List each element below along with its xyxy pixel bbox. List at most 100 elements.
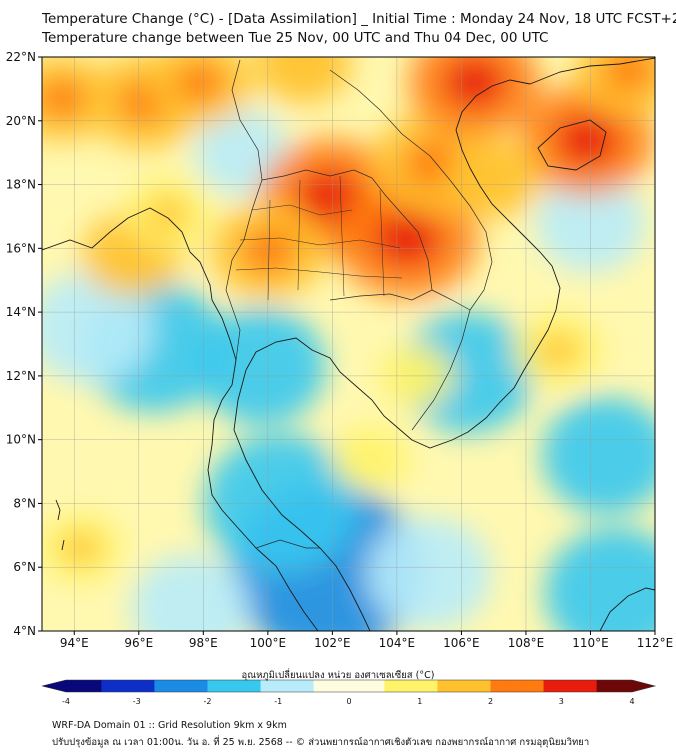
border-thailand-laos xyxy=(261,169,433,291)
colorbar-bin xyxy=(172,680,191,692)
colorbar-tick-label: 4 xyxy=(629,697,634,706)
colorbar-tick-label: 0 xyxy=(346,697,351,706)
colorbar-bin xyxy=(366,680,385,692)
colorbar-bin xyxy=(313,680,332,692)
colorbar-bin xyxy=(260,680,279,692)
map-frame xyxy=(41,56,656,632)
warm-spot-core xyxy=(147,196,189,230)
colorbar-bin xyxy=(331,680,350,692)
lat-tick-label: 8°N xyxy=(13,496,36,510)
provinces-thailand xyxy=(235,175,403,301)
lat-tick-label: 10°N xyxy=(6,433,36,447)
colorbar-bin xyxy=(189,680,208,692)
lon-tick-label: 112°E xyxy=(637,636,674,650)
colorbar: -4 -3 -2 -1 0 1 2 3 4 xyxy=(41,679,657,706)
warm-spot-core xyxy=(352,443,390,474)
lon-tick-label: 94°E xyxy=(60,636,89,650)
colorbar-bin xyxy=(525,680,544,692)
map-field xyxy=(42,57,655,631)
coast-borneo xyxy=(599,587,655,631)
colorbar-extend-high xyxy=(632,680,655,692)
cool-spot xyxy=(42,271,153,385)
colorbar-bin xyxy=(136,680,155,692)
colorbar-bin xyxy=(83,680,102,692)
warm-spot-core xyxy=(61,532,101,565)
coastlines xyxy=(42,57,655,631)
warm-spot-core xyxy=(444,57,505,108)
colorbar-bin xyxy=(207,680,226,692)
gridlines xyxy=(42,57,655,631)
warm-spot-core xyxy=(175,62,225,103)
lat-tick-label: 18°N xyxy=(6,178,36,192)
colorbar-bin xyxy=(402,680,421,692)
colorbar-tick-label: -1 xyxy=(274,697,282,706)
colorbar-bin xyxy=(225,680,244,692)
colorbar-tick-label: -2 xyxy=(204,697,212,706)
lon-tick-label: 106°E xyxy=(443,636,480,650)
colorbar-bin xyxy=(66,680,85,692)
cool-spot xyxy=(196,307,326,425)
border-cambodia-vietnam xyxy=(411,289,471,431)
warm-spot-core xyxy=(280,57,327,83)
coast-west xyxy=(42,207,237,511)
lon-tick-label: 110°E xyxy=(572,636,609,650)
lat-tick-label: 6°N xyxy=(13,560,36,574)
cool-spot xyxy=(130,554,251,631)
border-thai-cambodia xyxy=(329,289,433,301)
latitude-axis: 22°N 20°N 18°N 16°N 14°N 12°N 10°N 8°N 6°N 4°N xyxy=(6,50,42,638)
colorbar-bin xyxy=(508,680,527,692)
colorbar-bin xyxy=(384,680,403,692)
longitude-axis: 94°E 96°E 98°E 100°E 102°E 104°E 106°E 108°E 110… xyxy=(60,631,673,650)
lat-tick-label: 22°N xyxy=(6,50,36,64)
colorbar-bin xyxy=(455,680,474,692)
lat-tick-label: 14°N xyxy=(6,305,36,319)
update-credit: ปรับปรุงข้อมูล ณ เวลา 01:00น. วัน อ. ที่… xyxy=(52,737,590,748)
coast-china xyxy=(529,57,655,85)
colorbar-bin xyxy=(419,680,438,692)
coast-vietnam-north xyxy=(455,79,531,241)
lat-tick-label: 20°N xyxy=(6,114,36,128)
colorbar-bin xyxy=(437,680,456,692)
warm-spot-core xyxy=(603,57,655,91)
border-laos-vietnam xyxy=(329,69,493,311)
warm-spot-core xyxy=(42,78,86,119)
coast-gulf xyxy=(245,239,561,449)
coast-malay-west xyxy=(221,509,319,631)
lon-tick-label: 108°E xyxy=(508,636,545,650)
chart-title: Temperature Change (°C) - [Data Assimila… xyxy=(42,11,676,27)
colorbar-bin xyxy=(278,680,297,692)
colorbar-bin xyxy=(154,680,173,692)
lat-tick-label: 4°N xyxy=(13,624,36,638)
warm-spot-core xyxy=(373,211,440,266)
colorbar-label: อุณหภูมิเปลี่ยนแปลง หน่วย องศาเซลเซียส (… xyxy=(241,670,435,681)
lon-tick-label: 96°E xyxy=(124,636,153,650)
colorbar-ticks: -4 -3 -2 -1 0 1 2 3 4 xyxy=(62,697,635,706)
lon-tick-label: 100°E xyxy=(250,636,287,650)
lat-tick-label: 12°N xyxy=(6,369,36,383)
colorbar-bin xyxy=(578,680,598,692)
colorbar-bin xyxy=(561,680,580,692)
warm-spot-core xyxy=(556,114,619,166)
cool-spot xyxy=(544,527,655,631)
colorbar-extend-low xyxy=(42,680,66,692)
colorbar-bin xyxy=(472,680,491,692)
colorbar-tick-label: 3 xyxy=(559,697,564,706)
colorbar-bin xyxy=(490,680,509,692)
border-malaysia xyxy=(255,539,320,549)
colorbar-bin xyxy=(614,680,633,692)
warm-spot-core xyxy=(537,333,580,368)
colorbar-bin xyxy=(596,680,615,692)
lon-tick-label: 98°E xyxy=(189,636,218,650)
colorbar-bin xyxy=(543,680,562,692)
borders xyxy=(225,59,493,549)
warm-spot-core xyxy=(108,235,156,274)
model-info: WRF-DA Domain 01 :: Grid Resolution 9km … xyxy=(52,720,287,731)
warm-spot-core xyxy=(471,159,516,197)
coast-hainan xyxy=(537,119,607,171)
field-blobs xyxy=(42,57,655,631)
colorbar-tick-label: -3 xyxy=(133,697,141,706)
cool-spot xyxy=(542,397,655,515)
colorbar-bin xyxy=(119,680,138,692)
colorbar-tick-label: -4 xyxy=(62,697,70,706)
